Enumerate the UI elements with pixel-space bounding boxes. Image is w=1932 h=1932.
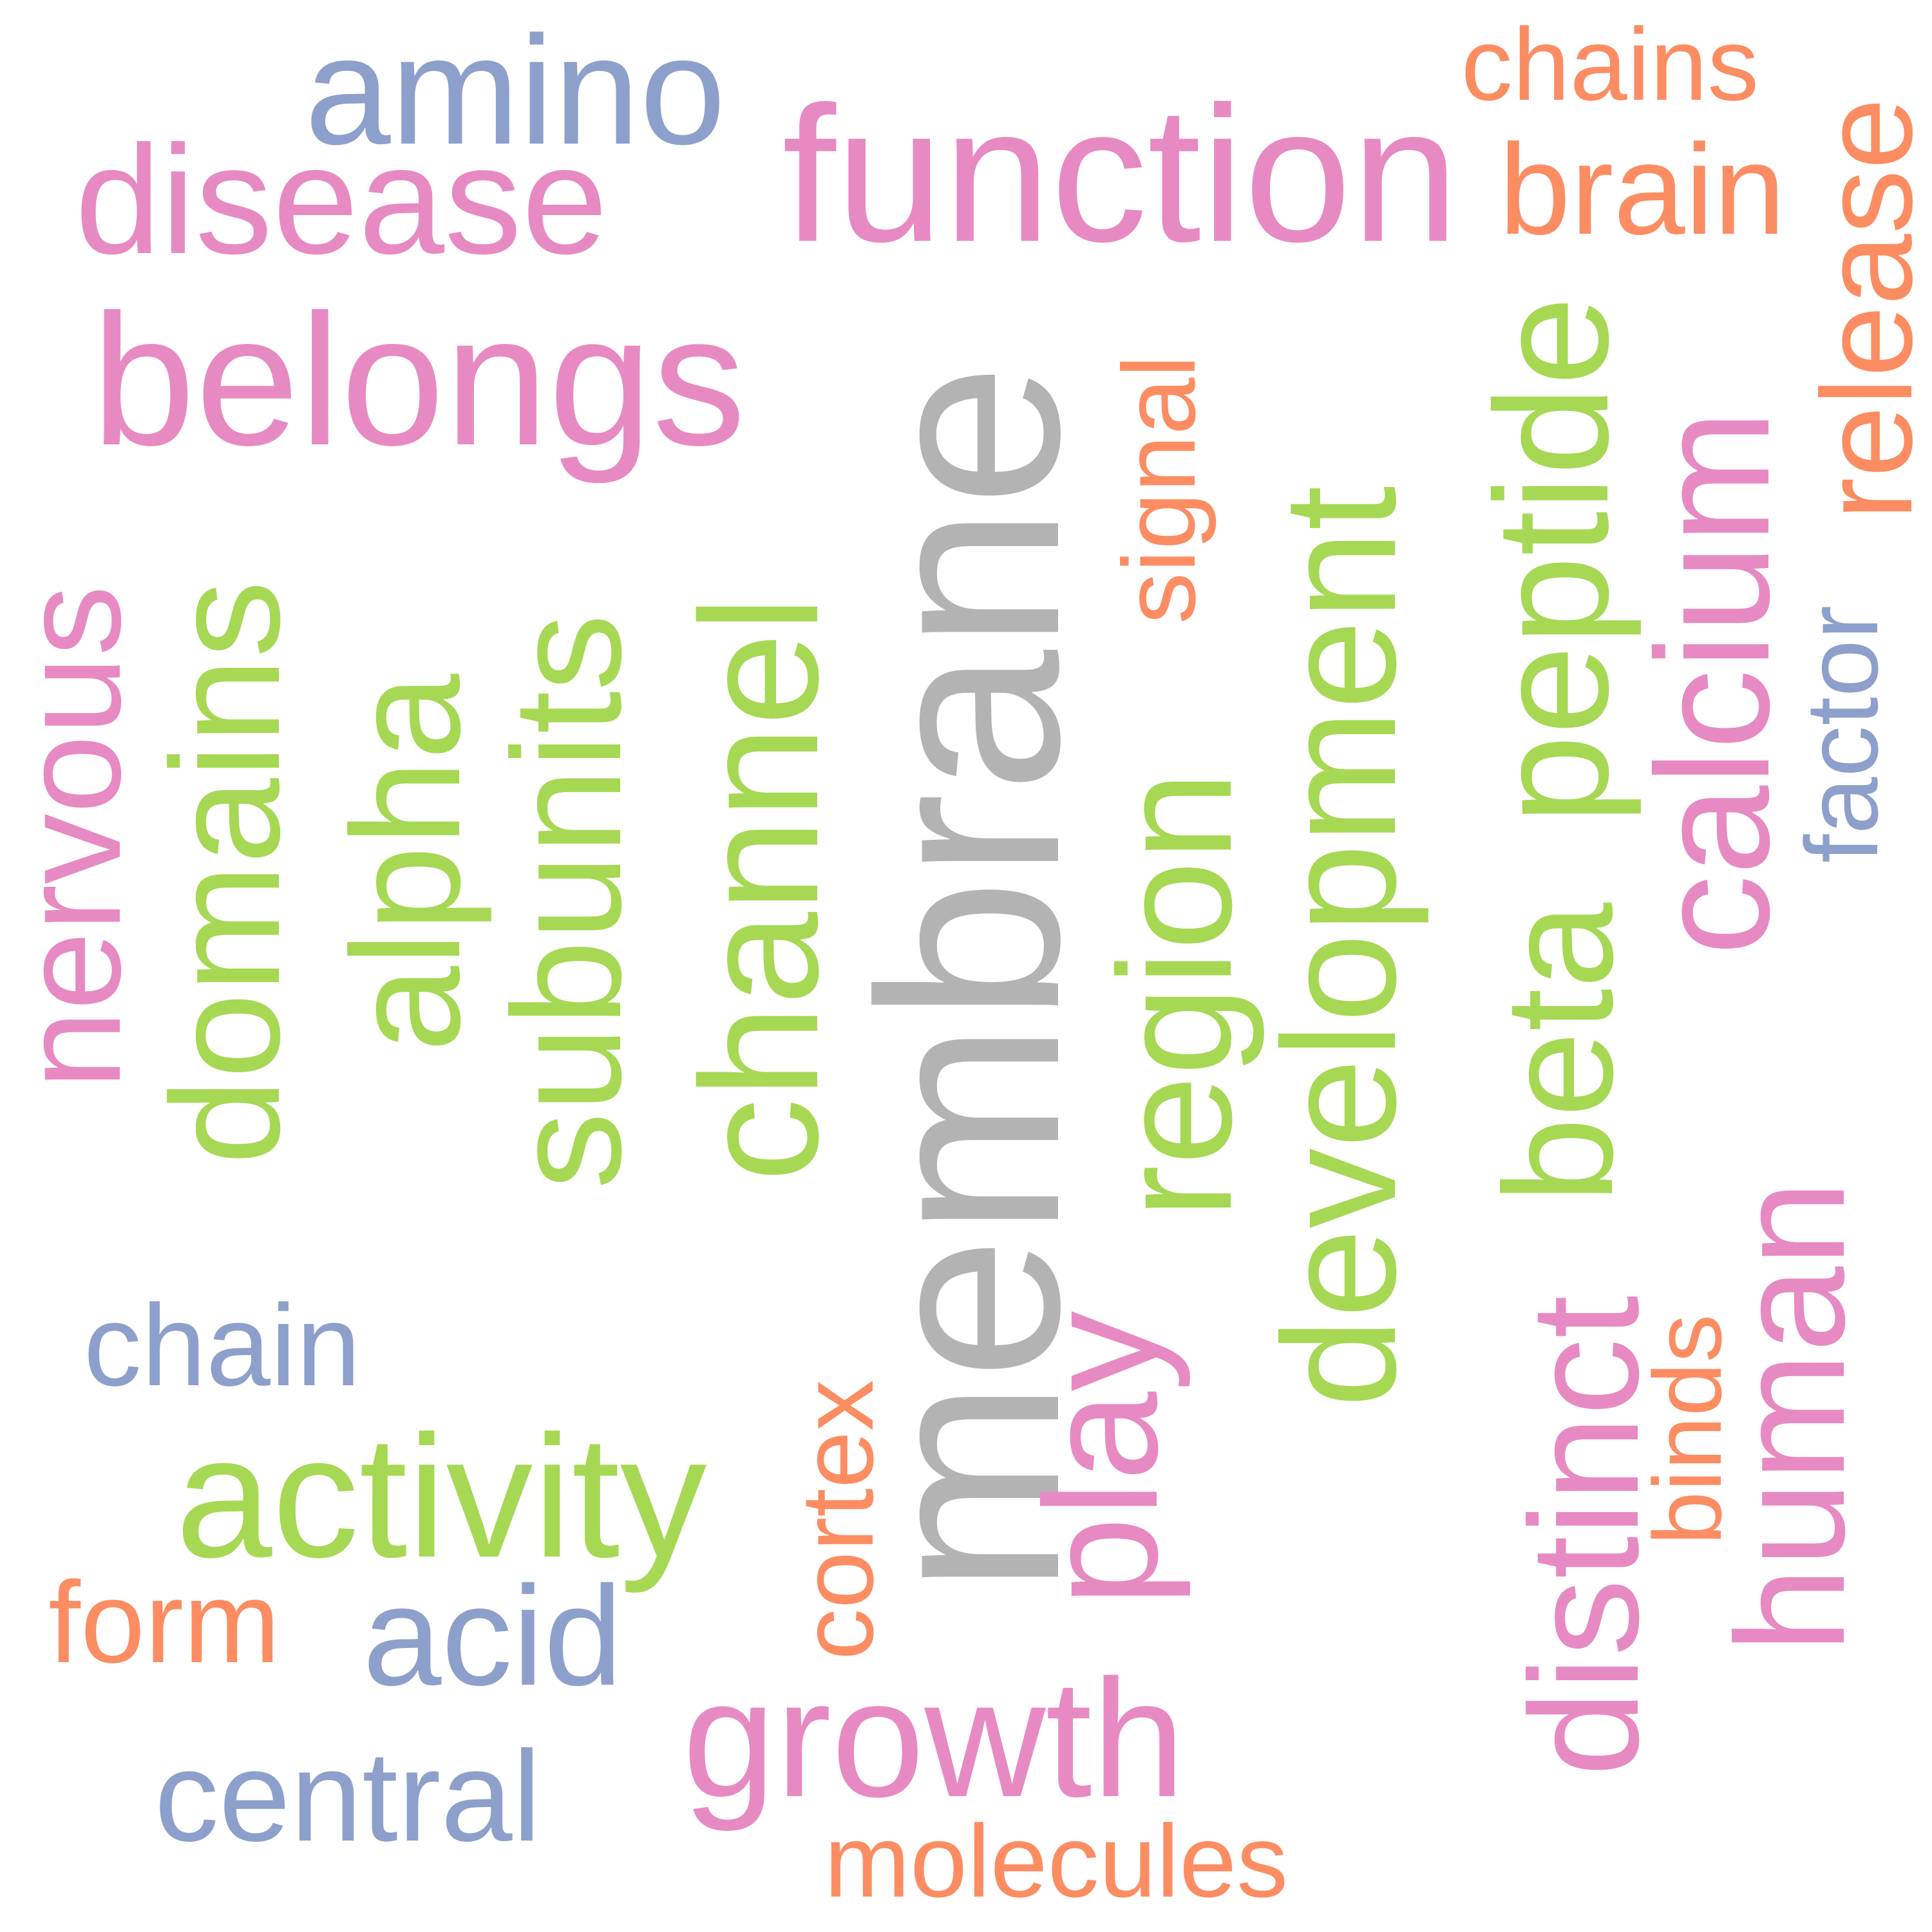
word-signal: signal: [1101, 354, 1217, 625]
word-development: development: [1249, 486, 1429, 1408]
word-form: form: [48, 1558, 280, 1687]
word-growth: growth: [682, 1645, 1186, 1832]
word-brain: brain: [1499, 118, 1786, 261]
word-chains: chains: [1461, 6, 1759, 122]
word-domains: domains: [139, 580, 312, 1165]
word-distinct: distinct: [1498, 1295, 1671, 1777]
word-cortex: cortex: [779, 1379, 895, 1660]
word-factor: factor: [1784, 605, 1899, 864]
word-central: central: [154, 1725, 542, 1868]
word-amino: amino: [305, 4, 726, 176]
word-region: region: [1085, 771, 1265, 1219]
word-disease: disease: [75, 113, 608, 286]
word-channel: channel: [667, 595, 853, 1182]
word-activity: activity: [175, 1400, 707, 1594]
word-subunits: subunits: [480, 614, 653, 1189]
word-beta: beta: [1472, 902, 1645, 1204]
word-acid: acid: [363, 1557, 623, 1715]
word-molecules: molecules: [824, 1803, 1289, 1918]
word-play: play: [1011, 1311, 1191, 1607]
word-function: function: [782, 66, 1459, 282]
word-alpha: alpha: [319, 674, 492, 1052]
word-belongs: belongs: [91, 276, 746, 484]
word-release: release: [1795, 98, 1932, 520]
word-peptide: peptide: [1462, 296, 1642, 825]
word-calcium: calcium: [1623, 410, 1803, 956]
word-nervous: nervous: [0, 585, 150, 1090]
word-chain: chain: [83, 1281, 361, 1410]
